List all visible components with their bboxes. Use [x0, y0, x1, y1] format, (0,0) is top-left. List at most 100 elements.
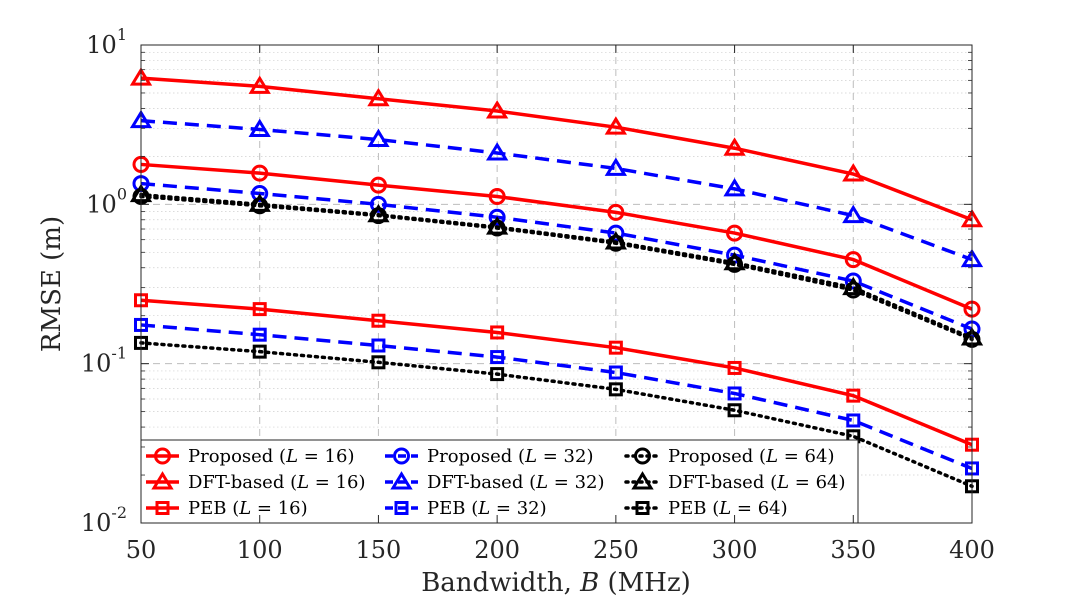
- legend-entry: PEB (L = 32): [385, 498, 547, 519]
- legend-marker-circle: [393, 447, 410, 465]
- legend-label: PEB (L = 16): [188, 498, 308, 519]
- legend-entry: PEB (L = 16): [146, 498, 308, 519]
- data-point-circle: [607, 203, 625, 221]
- legend-box: [140, 439, 859, 524]
- data-point-triangle: [604, 116, 628, 135]
- data-point-square: [490, 367, 505, 382]
- data-point-square: [252, 344, 267, 359]
- data-point-square: [608, 340, 623, 355]
- legend-entry: Proposed (L = 64): [624, 446, 834, 467]
- data-point-square: [371, 338, 386, 353]
- series-line: [139, 192, 974, 340]
- legend-entry: Proposed (L = 16): [146, 446, 354, 467]
- legend-marker-square: [155, 501, 170, 515]
- data-point-triangle: [723, 178, 746, 197]
- data-point-triangle: [485, 142, 509, 161]
- data-point-square: [608, 365, 623, 380]
- x-tick-labels: 50 100 150 200 250 300 350 400: [126, 536, 995, 564]
- data-point-triangle: [604, 231, 628, 250]
- legend-marker-square: [394, 501, 409, 515]
- data-point-circle: [844, 251, 862, 269]
- legend-marker-triangle: [631, 471, 654, 490]
- x-tick-label: 100: [237, 536, 283, 564]
- data-point-square: [371, 313, 386, 328]
- data-point-triangle: [367, 128, 390, 148]
- legend-entry: DFT-based (L = 16): [146, 471, 366, 493]
- data-point-triangle: [485, 216, 509, 235]
- y-tick-label: 100: [86, 184, 127, 218]
- legend-marker-triangle: [390, 471, 413, 490]
- y-axis-label: RMSE (m): [37, 216, 67, 352]
- x-tick-label: 150: [356, 536, 402, 564]
- data-point-circle: [844, 272, 862, 290]
- legend-marker-square: [635, 501, 650, 515]
- axes-box: [140, 44, 973, 524]
- series-5: [134, 317, 979, 476]
- legend-label: Proposed (L = 16): [188, 446, 354, 467]
- x-tick-label: 250: [593, 536, 639, 564]
- y-tick-label: 10-2: [81, 503, 127, 537]
- data-point-triangle: [248, 75, 271, 94]
- x-tick-label: 300: [712, 536, 758, 564]
- legend-label: Proposed (L = 64): [668, 446, 834, 467]
- data-point-square: [252, 302, 267, 317]
- data-point-triangle: [842, 163, 865, 182]
- data-point-square: [608, 382, 623, 397]
- y-tick-label: 10-1: [81, 344, 127, 378]
- data-point-triangle: [604, 157, 628, 176]
- data-point-circle: [251, 184, 269, 202]
- legend-marker-triangle: [151, 471, 174, 490]
- series-group: [129, 67, 984, 494]
- data-point-triangle: [842, 276, 865, 296]
- x-tick-label: 50: [126, 536, 157, 564]
- legend-entry: PEB (L = 64): [624, 498, 788, 519]
- series-line: [139, 341, 974, 489]
- y-tick-labels: 10-2 10-1 100 101: [81, 25, 127, 537]
- x-tick-label: 400: [949, 536, 995, 564]
- x-axis-label: Bandwidth, B (MHz): [421, 568, 691, 598]
- legend-marker-circle: [634, 447, 651, 465]
- data-point-circle: [369, 176, 387, 194]
- x-tick-label: 350: [830, 536, 876, 564]
- data-point-square: [727, 386, 742, 401]
- data-point-triangle: [842, 204, 865, 224]
- data-point-circle: [607, 224, 625, 242]
- series-line: [140, 181, 973, 331]
- data-point-circle: [369, 195, 387, 213]
- x-tick-label: 200: [474, 536, 520, 564]
- y-tick-label: 101: [86, 25, 127, 59]
- legend-entry: DFT-based (L = 64): [624, 471, 846, 493]
- legend-label: DFT-based (L = 64): [668, 472, 846, 493]
- data-point-square: [727, 360, 742, 375]
- data-point-circle: [251, 164, 269, 182]
- data-point-circle: [488, 208, 506, 226]
- legend-marker-circle: [154, 447, 171, 465]
- data-point-square: [252, 327, 267, 342]
- data-point-square: [490, 350, 505, 365]
- legend-label: PEB (L = 32): [427, 498, 547, 519]
- legend-entry: Proposed (L = 32): [385, 446, 593, 467]
- data-point-triangle: [723, 251, 746, 271]
- data-point-triangle: [248, 118, 271, 137]
- series-line: [140, 298, 973, 447]
- legend-entry: DFT-based (L = 32): [385, 471, 605, 493]
- data-point-square: [727, 403, 742, 418]
- legend-label: DFT-based (L = 32): [427, 472, 605, 493]
- data-point-square: [846, 388, 861, 403]
- data-point-triangle: [367, 87, 390, 107]
- series-line: [140, 323, 973, 471]
- legend-label: PEB (L = 64): [668, 498, 788, 519]
- data-point-square: [371, 355, 386, 370]
- data-point-circle: [726, 224, 744, 242]
- legend: Proposed (L = 16) Proposed (L = 32) Propos…: [140, 439, 859, 524]
- legend-label: Proposed (L = 32): [427, 446, 593, 467]
- data-point-circle: [488, 187, 506, 205]
- data-point-square: [846, 413, 861, 428]
- series-1: [129, 67, 984, 228]
- data-point-triangle: [723, 137, 746, 156]
- data-point-triangle: [485, 100, 509, 119]
- data-point-triangle: [367, 203, 390, 223]
- series-line: [140, 162, 973, 311]
- ticks: [140, 44, 973, 524]
